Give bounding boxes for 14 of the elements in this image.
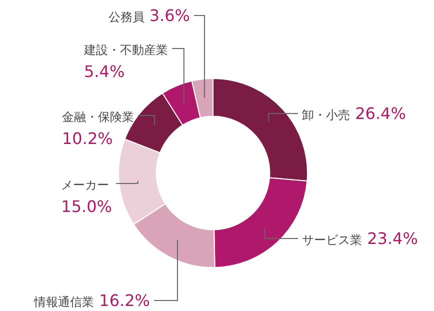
data-label: 16.2% xyxy=(99,291,150,310)
data-label: 23.4% xyxy=(367,229,418,248)
data-label: 15.0% xyxy=(61,197,112,216)
slice-label: 卸・小売 xyxy=(302,108,350,122)
slice-label: 建設・不動産業 xyxy=(84,43,168,57)
slice-label: メーカー xyxy=(61,178,110,192)
slice-label: 公務員 xyxy=(108,10,144,24)
slice-label: サービス業 xyxy=(302,233,362,247)
slice-label: 金融・保険業 xyxy=(62,110,134,124)
data-label: 10.2% xyxy=(62,129,113,148)
data-label: 3.6% xyxy=(149,6,190,25)
data-label: 5.4% xyxy=(84,62,125,81)
slice-label: 情報通信業 xyxy=(34,295,94,309)
data-label: 26.4% xyxy=(355,104,406,123)
